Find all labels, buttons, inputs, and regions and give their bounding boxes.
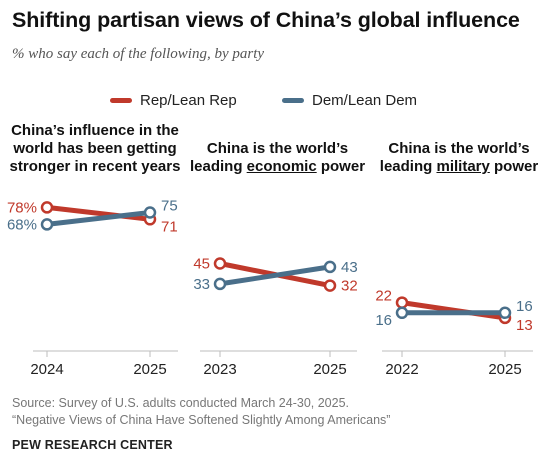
data-label-rep-0-1: 71 [161, 218, 178, 235]
data-point-rep-1-1 [323, 279, 337, 292]
data-label-rep-1-1: 32 [341, 278, 358, 295]
data-point-dem-1-1 [323, 260, 337, 274]
legend-item-dem: Dem/Lean Dem [282, 92, 417, 109]
legend-label-rep: Rep/Lean Rep [140, 92, 237, 109]
series-line-rep-2 [399, 300, 508, 321]
x-tick-label-1-0: 2023 [203, 361, 236, 378]
source-note: Source: Survey of U.S. adults conducted … [12, 395, 390, 429]
panel-title-economic-line1: China is the world’s [206, 140, 349, 157]
panel-title-influence: China’s influence in the world has been … [0, 122, 190, 176]
panel-title-military-pre: leading [379, 158, 437, 175]
data-label-rep-0-0: 78% [7, 199, 37, 216]
data-point-dem-2-1 [498, 306, 512, 320]
data-label-rep-2-0: 22 [375, 288, 392, 305]
data-point-dem-2-0 [395, 306, 409, 320]
data-point-rep-0-0 [40, 201, 54, 214]
data-label-dem-2-1: 16 [516, 298, 533, 315]
panel-title-influence-line1: China’s influence in the [11, 122, 179, 139]
chart-title: Shifting partisan views of China’s globa… [12, 8, 520, 32]
data-label-dem-0-0: 68% [7, 216, 37, 233]
panel-title-economic: China is the world’s leading economic po… [185, 140, 370, 176]
x-tick-label-2-0: 2022 [385, 361, 418, 378]
data-label-rep-2-1: 13 [516, 317, 533, 334]
series-line-dem-1 [217, 264, 333, 287]
data-point-dem-1-0 [213, 277, 227, 291]
x-tick-label-0-0: 2024 [30, 361, 63, 378]
data-label-dem-1-0: 33 [193, 276, 210, 293]
panel-title-military-keyword: military [436, 158, 490, 175]
legend-swatch-rep [110, 98, 132, 103]
legend-item-rep: Rep/Lean Rep [110, 92, 237, 109]
panel-title-influence-line2: world has been getting [13, 140, 177, 157]
panel-title-economic-pre: leading [189, 158, 247, 175]
data-label-dem-1-1: 43 [341, 259, 358, 276]
panel-title-military-post: power [489, 158, 539, 175]
report-title: “Negative Views of China Have Softened S… [12, 413, 391, 427]
data-point-dem-0-0 [40, 218, 54, 231]
panel-title-military: China is the world’s leading military po… [368, 140, 550, 176]
x-tick-label-0-1: 2025 [133, 361, 166, 378]
data-label-dem-2-0: 16 [375, 312, 392, 329]
panel-title-economic-keyword: economic [246, 158, 317, 175]
panel-title-military-line1: China is the world’s [388, 140, 530, 157]
chart-subtitle: % who say each of the following, by part… [12, 46, 265, 62]
panel-title-economic-post: power [316, 158, 366, 175]
panel-title-military-line2: leading military power [368, 158, 550, 176]
data-label-dem-0-1: 75 [161, 198, 178, 215]
org-credit: PEW RESEARCH CENTER [12, 438, 173, 452]
series-line-rep-0 [44, 204, 153, 222]
x-tick-label-1-1: 2025 [313, 361, 346, 378]
panel-title-influence-line3: stronger in recent years [9, 158, 181, 175]
data-point-rep-2-0 [395, 296, 409, 309]
source-line: Source: Survey of U.S. adults conducted … [12, 396, 349, 410]
legend-swatch-dem [282, 98, 304, 103]
legend-label-dem: Dem/Lean Dem [312, 92, 418, 109]
series-line-dem-0 [44, 210, 153, 227]
x-tick-label-2-1: 2025 [488, 361, 521, 378]
legend: Rep/Lean Rep Dem/Lean Dem [0, 92, 550, 112]
panel-title-economic-line2: leading economic power [185, 158, 370, 176]
data-point-rep-1-0 [213, 257, 227, 270]
data-label-rep-1-0: 45 [193, 256, 210, 273]
data-point-dem-0-1 [143, 206, 157, 219]
